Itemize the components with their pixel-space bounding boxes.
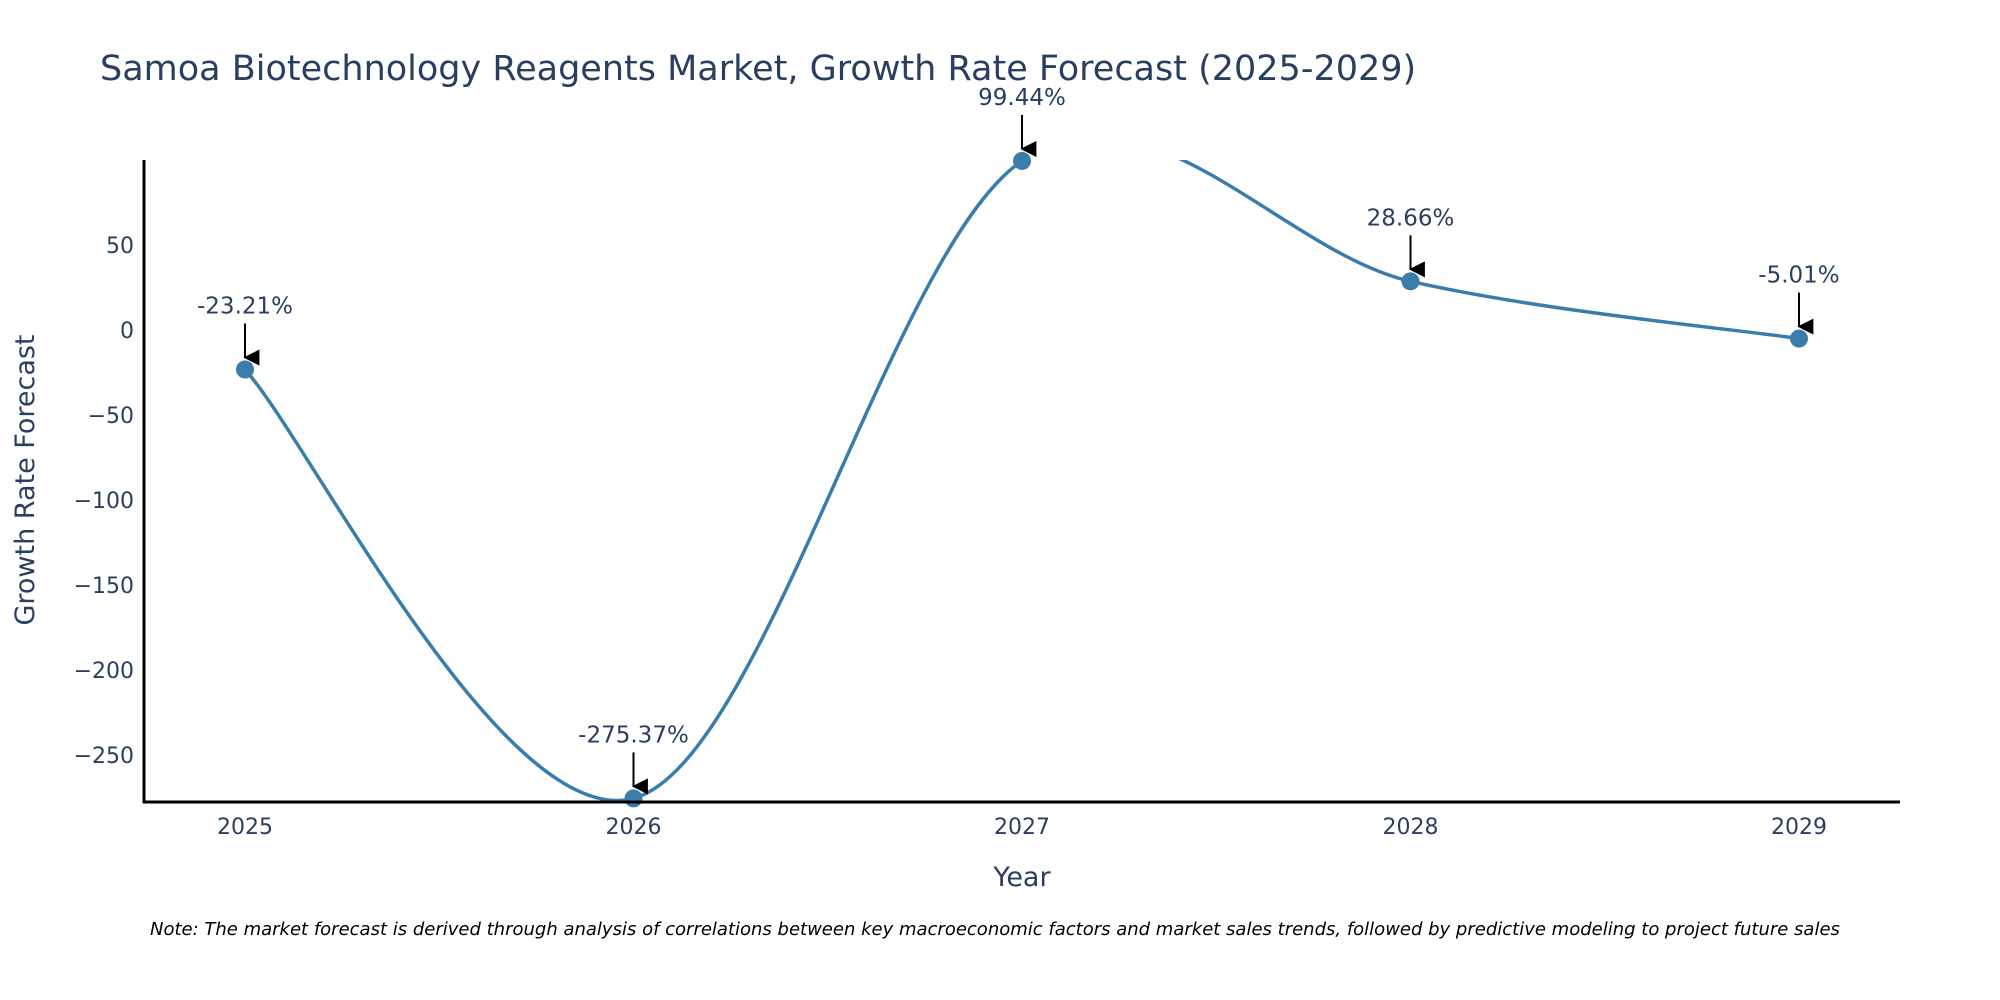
x-axis-ticks: 2025 2026 2027 2028 2029 [217, 815, 1827, 840]
markers-group [236, 151, 1808, 808]
y-axis-ticks: 50 0 −50 −100 −150 −200 −250 [74, 234, 134, 769]
data-point [1401, 272, 1420, 291]
footnote: Note: The market forecast is derived thr… [150, 919, 1840, 940]
x-tick-label: 2026 [606, 815, 662, 840]
x-tick-label: 2028 [1382, 815, 1438, 840]
chart-title: Samoa Biotechnology Reagents Market, Gro… [100, 49, 1416, 89]
y-axis-title: Growth Rate Forecast [10, 334, 41, 625]
data-label: 28.66% [1367, 205, 1455, 231]
x-tick-label: 2025 [217, 815, 273, 840]
data-point [1013, 151, 1031, 170]
annotations-group: -23.21% -275.37% 99.44% 28.66% -5.01% [197, 85, 1840, 795]
data-label: 99.44% [978, 85, 1066, 111]
data-point [236, 360, 255, 379]
y-tick-label: −250 [74, 744, 134, 769]
y-tick-label: −200 [74, 659, 134, 684]
x-tick-label: 2029 [1771, 815, 1827, 840]
data-point [1789, 329, 1808, 348]
data-label: -275.37% [578, 722, 689, 748]
y-tick-label: −50 [88, 404, 134, 429]
series-line [243, 160, 1800, 803]
y-tick-label: −150 [74, 574, 134, 599]
x-axis-title: Year [992, 862, 1051, 893]
series-group [243, 160, 1800, 803]
data-point [624, 789, 643, 808]
y-tick-label: 50 [106, 234, 134, 259]
data-label: -5.01% [1758, 263, 1839, 289]
data-label: -23.21% [197, 294, 293, 320]
y-tick-label: 0 [120, 319, 134, 344]
y-tick-label: −100 [74, 489, 134, 514]
x-tick-label: 2027 [994, 815, 1050, 840]
